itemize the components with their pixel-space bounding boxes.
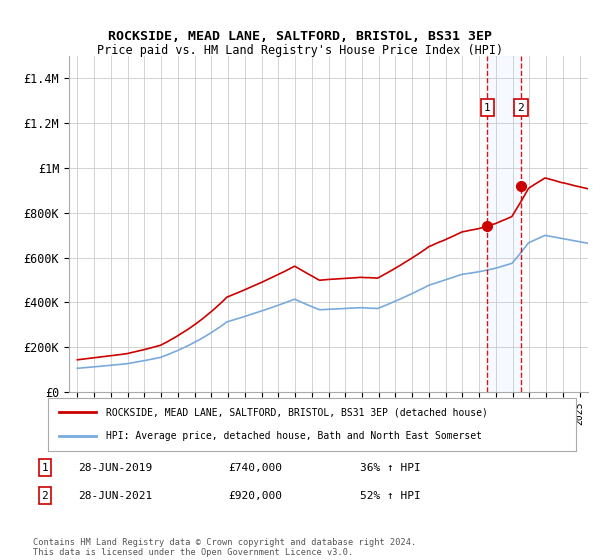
Text: 2: 2 [517,102,524,113]
Text: Contains HM Land Registry data © Crown copyright and database right 2024.
This d: Contains HM Land Registry data © Crown c… [33,538,416,557]
Text: Price paid vs. HM Land Registry's House Price Index (HPI): Price paid vs. HM Land Registry's House … [97,44,503,57]
Text: 28-JUN-2019: 28-JUN-2019 [78,463,152,473]
Text: 1: 1 [41,463,49,473]
Text: 2: 2 [41,491,49,501]
Text: 1: 1 [484,102,491,113]
Text: HPI: Average price, detached house, Bath and North East Somerset: HPI: Average price, detached house, Bath… [106,431,482,441]
Text: £920,000: £920,000 [228,491,282,501]
Bar [487,56,521,392]
Text: 28-JUN-2021: 28-JUN-2021 [78,491,152,501]
Text: £740,000: £740,000 [228,463,282,473]
Text: ROCKSIDE, MEAD LANE, SALTFORD, BRISTOL, BS31 3EP: ROCKSIDE, MEAD LANE, SALTFORD, BRISTOL, … [108,30,492,43]
Text: 52% ↑ HPI: 52% ↑ HPI [360,491,421,501]
Text: ROCKSIDE, MEAD LANE, SALTFORD, BRISTOL, BS31 3EP (detached house): ROCKSIDE, MEAD LANE, SALTFORD, BRISTOL, … [106,408,488,418]
Text: 36% ↑ HPI: 36% ↑ HPI [360,463,421,473]
